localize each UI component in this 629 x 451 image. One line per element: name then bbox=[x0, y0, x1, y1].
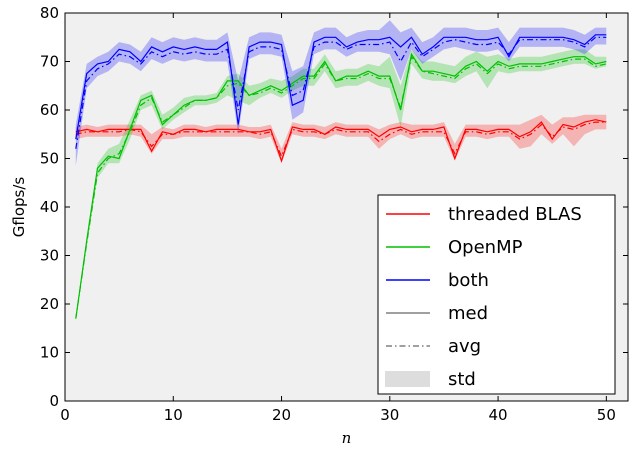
std-band-both bbox=[75, 20, 607, 166]
y-tick-label: 60 bbox=[40, 101, 59, 119]
axis-ticks: 0 10 20 30 40 50 60 70 80 0 10 20 30 40 50 bbox=[40, 4, 628, 424]
x-axis-label: n bbox=[342, 429, 352, 447]
std-bands bbox=[75, 20, 607, 322]
std-band-threaded-blas bbox=[75, 114, 607, 164]
y-tick-label: 20 bbox=[40, 295, 59, 313]
y-tick-label: 30 bbox=[40, 247, 59, 265]
legend-swatch-std bbox=[385, 371, 430, 387]
x-tick-label: 40 bbox=[489, 406, 508, 424]
legend-label-openmp: OpenMP bbox=[448, 237, 523, 258]
x-tick-label: 0 bbox=[60, 406, 70, 424]
series-lines bbox=[75, 34, 607, 319]
y-tick-label: 0 bbox=[49, 392, 59, 410]
x-tick-label: 10 bbox=[164, 406, 183, 424]
legend-label-std: std bbox=[448, 369, 476, 390]
avg-line-both bbox=[75, 36, 607, 149]
legend: threaded BLAS OpenMP both med avg std bbox=[377, 194, 616, 395]
x-tick-label: 20 bbox=[272, 406, 291, 424]
avg-line-threaded-blas bbox=[75, 121, 607, 158]
y-tick-label: 40 bbox=[40, 198, 59, 216]
y-tick-label: 70 bbox=[40, 53, 59, 71]
legend-label-med: med bbox=[448, 303, 488, 324]
med-line-openmp bbox=[75, 52, 607, 319]
y-tick-label: 10 bbox=[40, 344, 59, 362]
legend-box bbox=[377, 194, 616, 395]
med-line-both bbox=[75, 34, 607, 140]
legend-label-both: both bbox=[448, 270, 489, 291]
legend-label-threaded-blas: threaded BLAS bbox=[448, 204, 582, 225]
x-tick-label: 50 bbox=[597, 406, 616, 424]
x-tick-label: 30 bbox=[380, 406, 399, 424]
y-tick-label: 50 bbox=[40, 150, 59, 168]
avg-line-openmp bbox=[75, 55, 607, 319]
y-tick-label: 80 bbox=[40, 4, 59, 22]
y-axis-label: Gflops/s bbox=[10, 177, 28, 238]
med-line-threaded-blas bbox=[75, 119, 607, 163]
legend-label-avg: avg bbox=[448, 336, 481, 357]
